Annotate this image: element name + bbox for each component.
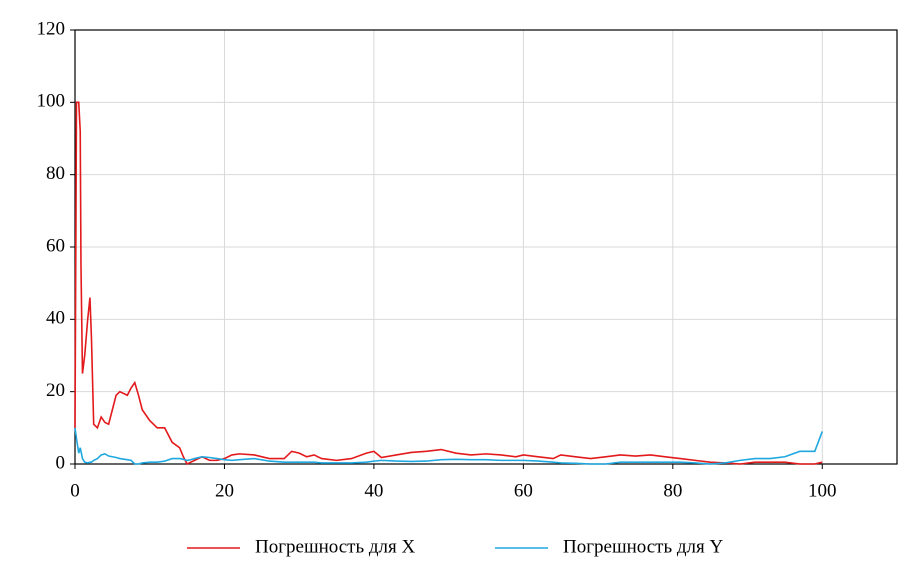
series-line xyxy=(74,101,823,466)
x-tick-label: 0 xyxy=(70,480,80,501)
y-tick-label: 120 xyxy=(37,18,66,39)
legend-label: Погрешность для X xyxy=(255,536,416,557)
y-tick-label: 80 xyxy=(46,163,65,184)
y-tick-label: 20 xyxy=(46,380,65,401)
x-tick-label: 80 xyxy=(663,480,682,501)
y-tick-label: 60 xyxy=(46,235,65,256)
series-line xyxy=(74,427,824,465)
plot-frame xyxy=(74,29,898,465)
x-tick-label: 60 xyxy=(514,480,533,501)
y-tick-label: 0 xyxy=(56,452,66,473)
legend-label: Погрешность для Y xyxy=(563,536,724,557)
y-tick-label: 40 xyxy=(46,308,65,329)
x-tick-label: 20 xyxy=(215,480,234,501)
y-tick-label: 100 xyxy=(37,91,66,112)
x-tick-label: 40 xyxy=(364,480,383,501)
x-tick-label: 100 xyxy=(808,480,837,501)
